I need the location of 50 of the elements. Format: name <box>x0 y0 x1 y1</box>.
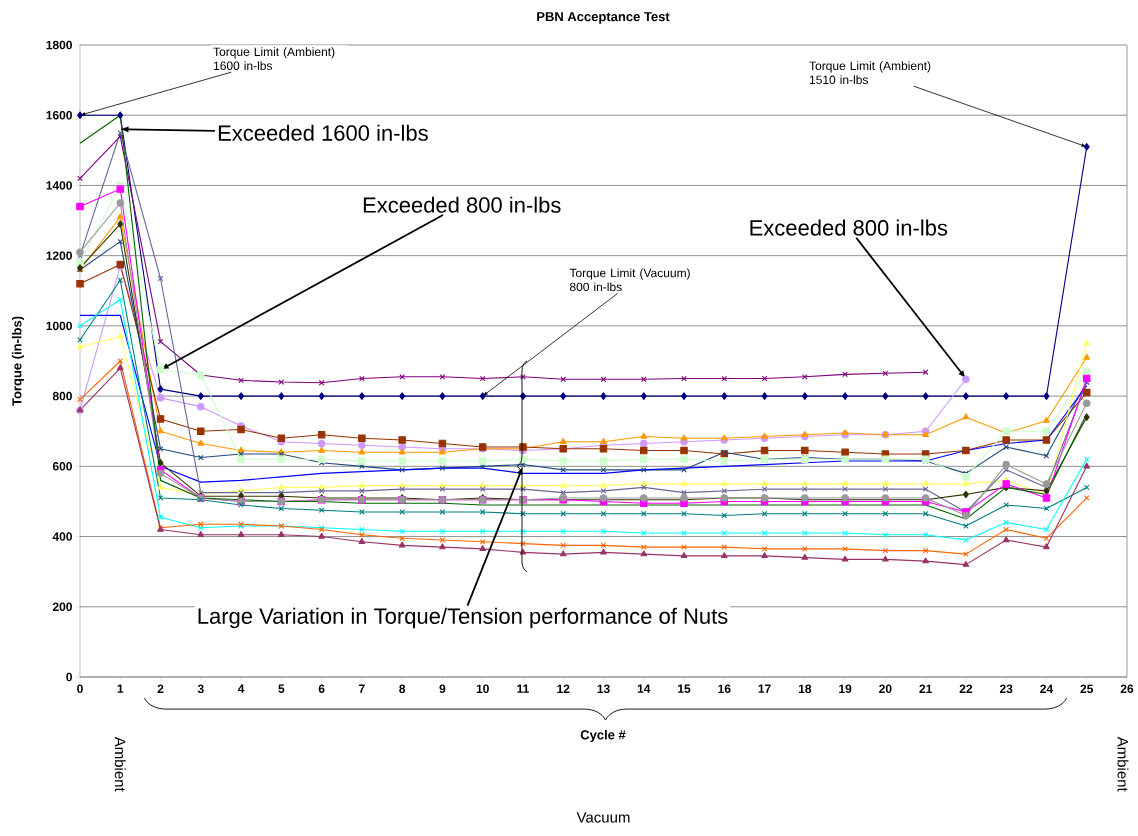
x-tick-label: 25 <box>1080 684 1094 694</box>
x-tick-label: 4 <box>237 684 245 693</box>
chart-title: PBN Acceptance Test <box>537 12 670 24</box>
x-tick-label: 10 <box>476 684 489 694</box>
y-tick-label: 0 <box>66 672 72 682</box>
text: Ambient <box>114 736 126 792</box>
x-tick-label: 3 <box>197 684 204 694</box>
y-tick-label: 400 <box>52 532 72 541</box>
y-tick-label: 1400 <box>46 181 72 190</box>
x-axis-title: Cycle # <box>580 729 626 743</box>
x-tick-label: 5 <box>278 684 285 693</box>
x-tick-label: 0 <box>77 684 83 694</box>
x-tick-label: 13 <box>597 684 610 694</box>
x-tick-label: 12 <box>557 684 570 693</box>
annotation: Exceeded 800 in-lbs <box>363 196 561 213</box>
y-tick-label: 200 <box>52 602 72 612</box>
annotation: Torque Limit (Ambient) 1600 in-lbs <box>213 47 335 70</box>
annotation: Torque Limit (Ambient) 1510 in-lbs <box>809 61 931 85</box>
y-tick-label: 1600 <box>46 110 72 120</box>
y-tick-label: 600 <box>52 462 72 471</box>
x-tick-label: 9 <box>439 684 446 694</box>
y-tick-label: 1200 <box>46 251 72 260</box>
y-tick-label: 1000 <box>46 321 72 331</box>
x-tick-label: 20 <box>879 684 892 694</box>
x-tick-label: 1 <box>117 684 124 693</box>
x-tick-label: 23 <box>999 684 1013 694</box>
x-tick-label: 19 <box>839 684 852 694</box>
x-tick-label: 6 <box>318 684 325 694</box>
x-tick-label: 14 <box>637 684 651 693</box>
x-tick-label: 11 <box>517 684 529 693</box>
x-tick-label: 15 <box>678 684 691 693</box>
x-tick-label: 22 <box>959 684 973 693</box>
annotation: Large Variation in Torque/Tension performance of Nuts <box>198 607 728 629</box>
x-tick-label: 2 <box>157 684 164 693</box>
annotation: Exceeded 800 in-lbs <box>750 219 948 236</box>
x-tick-label: 21 <box>919 684 932 693</box>
text: Vacuum <box>576 812 630 823</box>
y-tick-label: 800 <box>52 391 72 401</box>
x-tick-label: 18 <box>798 684 812 694</box>
x-tick-label: 24 <box>1040 684 1054 693</box>
x-tick-label: 26 <box>1120 684 1134 694</box>
y-axis-title: Torque (in-lbs) <box>11 316 25 406</box>
y-tick-label: 1800 <box>46 40 72 50</box>
annotation: Torque Limit (Vacuum) 800 in-lbs <box>569 268 690 292</box>
x-tick-label: 17 <box>758 684 771 693</box>
x-tick-label: 7 <box>359 684 365 693</box>
text: Ambient <box>1117 736 1129 792</box>
x-tick-label: 16 <box>718 684 731 694</box>
x-tick-label: 8 <box>399 684 406 694</box>
annotation: Exceeded 1600 in-lbs <box>218 124 428 141</box>
